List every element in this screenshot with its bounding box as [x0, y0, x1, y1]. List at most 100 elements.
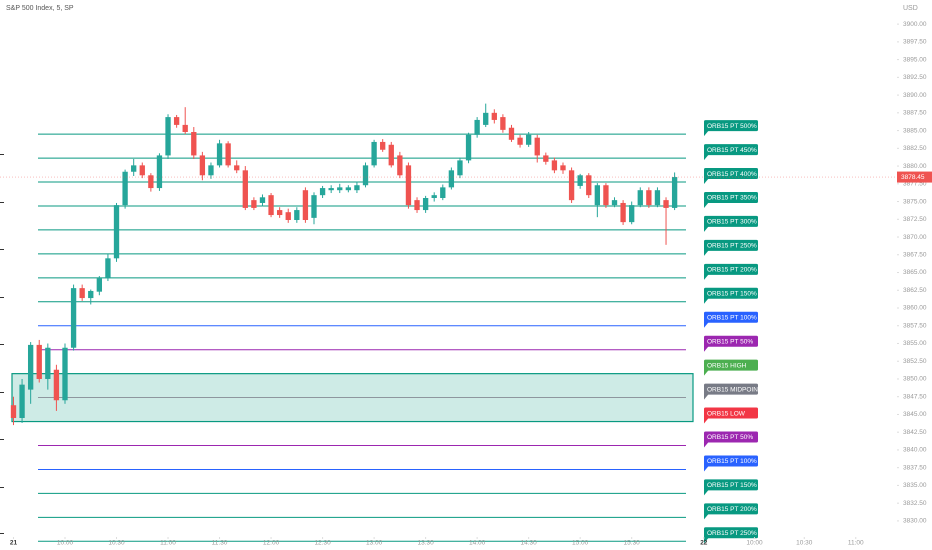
- level-label-tail: [704, 178, 709, 185]
- y-tick-label: 3860.00: [903, 305, 927, 312]
- candle-body: [36, 344, 42, 379]
- level-label-tail: [704, 297, 709, 304]
- x-tick-label: 10:30: [108, 540, 125, 547]
- candle-body: [414, 200, 420, 211]
- alert-marks: [0, 154, 4, 534]
- level-label: ORB15 HIGH: [707, 362, 747, 369]
- y-tick-label: 3872.50: [903, 216, 927, 223]
- level-label-box: [704, 359, 758, 371]
- candle-body: [354, 185, 360, 191]
- candle-body: [637, 190, 643, 206]
- candle-body: [671, 177, 678, 208]
- level-label-box: [704, 479, 758, 491]
- currency-label: USD: [903, 5, 918, 12]
- candle-body: [10, 405, 17, 418]
- candle-body: [560, 165, 566, 171]
- level-label-tail: [704, 130, 709, 137]
- level-label-box: [704, 455, 758, 467]
- last-price-label: 3878.45: [901, 174, 925, 181]
- level-label-tail: [704, 513, 709, 520]
- candle-body: [603, 185, 609, 206]
- candle-body: [319, 188, 326, 196]
- x-tick-label: 11:00: [160, 540, 176, 547]
- candle-body: [182, 124, 188, 132]
- candle-body: [457, 160, 463, 176]
- candle-body: [19, 384, 25, 418]
- candle-body: [199, 155, 206, 176]
- y-tick-label: 3865.00: [903, 269, 927, 276]
- y-tick-label: 3877.50: [903, 181, 927, 188]
- candle-body: [594, 185, 601, 206]
- candle-body: [543, 155, 549, 162]
- level-label: ORB15 PT 300%: [707, 219, 757, 226]
- candle-body: [646, 190, 652, 206]
- y-tick-label: 3885.00: [903, 127, 927, 134]
- level-label: ORB15 MIDPOINT: [707, 386, 762, 393]
- candle-body: [440, 187, 446, 198]
- level-label: ORB15 PT 500%: [707, 123, 757, 130]
- level-label: ORB15 PT 200%: [707, 506, 757, 513]
- chart-title: S&P 500 Index, 5, SP: [6, 5, 74, 12]
- level-label-tail: [704, 417, 709, 424]
- level-label-box: [704, 335, 758, 347]
- y-tick-label: 3862.50: [903, 287, 927, 294]
- level-label-box: [704, 191, 758, 203]
- last-price-box: [897, 171, 932, 183]
- y-tick-label: 3832.50: [903, 500, 927, 507]
- y-tick-label: 3840.00: [903, 447, 927, 454]
- level-label-box: [704, 215, 758, 227]
- level-label-box: [704, 120, 758, 132]
- candle-body: [62, 347, 68, 401]
- y-tick-label: 3842.50: [903, 429, 927, 436]
- level-label: ORB15 PT 50%: [707, 434, 753, 441]
- candle-body: [586, 175, 592, 196]
- level-label: ORB15 PT 100%: [707, 458, 757, 465]
- candle-body: [302, 190, 309, 220]
- candle-body: [629, 205, 635, 223]
- y-tick-label: 3845.00: [903, 411, 927, 418]
- candle-body: [422, 198, 429, 211]
- level-label: ORB15 PT 350%: [707, 195, 757, 202]
- candle-body: [96, 278, 103, 292]
- level-label-box: [704, 527, 758, 539]
- candle-body: [345, 187, 352, 191]
- level-label-tail: [704, 249, 709, 256]
- level-label-tail: [704, 345, 709, 352]
- candle-body: [53, 369, 60, 401]
- y-tick-label: 3857.50: [903, 322, 927, 329]
- level-label-tail: [704, 441, 709, 448]
- level-label: ORB15 PT 200%: [707, 267, 757, 274]
- y-tick-label: 3847.50: [903, 393, 927, 400]
- level-label-box: [704, 168, 758, 180]
- level-label: ORB15 PT 250%: [707, 243, 757, 250]
- y-tick-label: 3875.00: [903, 198, 927, 205]
- x-tick-label: 12:00: [263, 540, 280, 547]
- candle-body: [113, 205, 120, 259]
- candle-body: [139, 165, 145, 176]
- x-tick-label: 10:00: [57, 540, 74, 547]
- y-tick-label: 3900.00: [903, 21, 927, 28]
- x-tick-label: 11:30: [212, 540, 228, 547]
- candle-body: [225, 143, 231, 166]
- candle-body: [27, 344, 34, 390]
- candle-body: [491, 112, 497, 120]
- candle-body: [663, 200, 669, 208]
- y-tick-label: 3880.00: [903, 163, 927, 170]
- level-label-box: [704, 431, 758, 443]
- level-label-tail: [704, 465, 709, 472]
- candle-body: [465, 134, 472, 161]
- x-tick-label: 12:30: [314, 540, 331, 547]
- x-tick-label: 13:00: [366, 540, 383, 547]
- candle-body: [259, 197, 266, 203]
- candle-body: [654, 190, 661, 206]
- candle-body: [311, 195, 317, 218]
- candle-body: [208, 165, 214, 176]
- x-tick-label: 10:30: [796, 540, 813, 547]
- candle-body: [362, 165, 369, 186]
- candle-body: [131, 165, 137, 172]
- level-label-box: [704, 311, 758, 323]
- candle-body: [474, 119, 480, 135]
- level-label-box: [704, 263, 758, 275]
- y-tick-label: 3830.00: [903, 518, 927, 525]
- x-tick-label: 21: [10, 540, 18, 547]
